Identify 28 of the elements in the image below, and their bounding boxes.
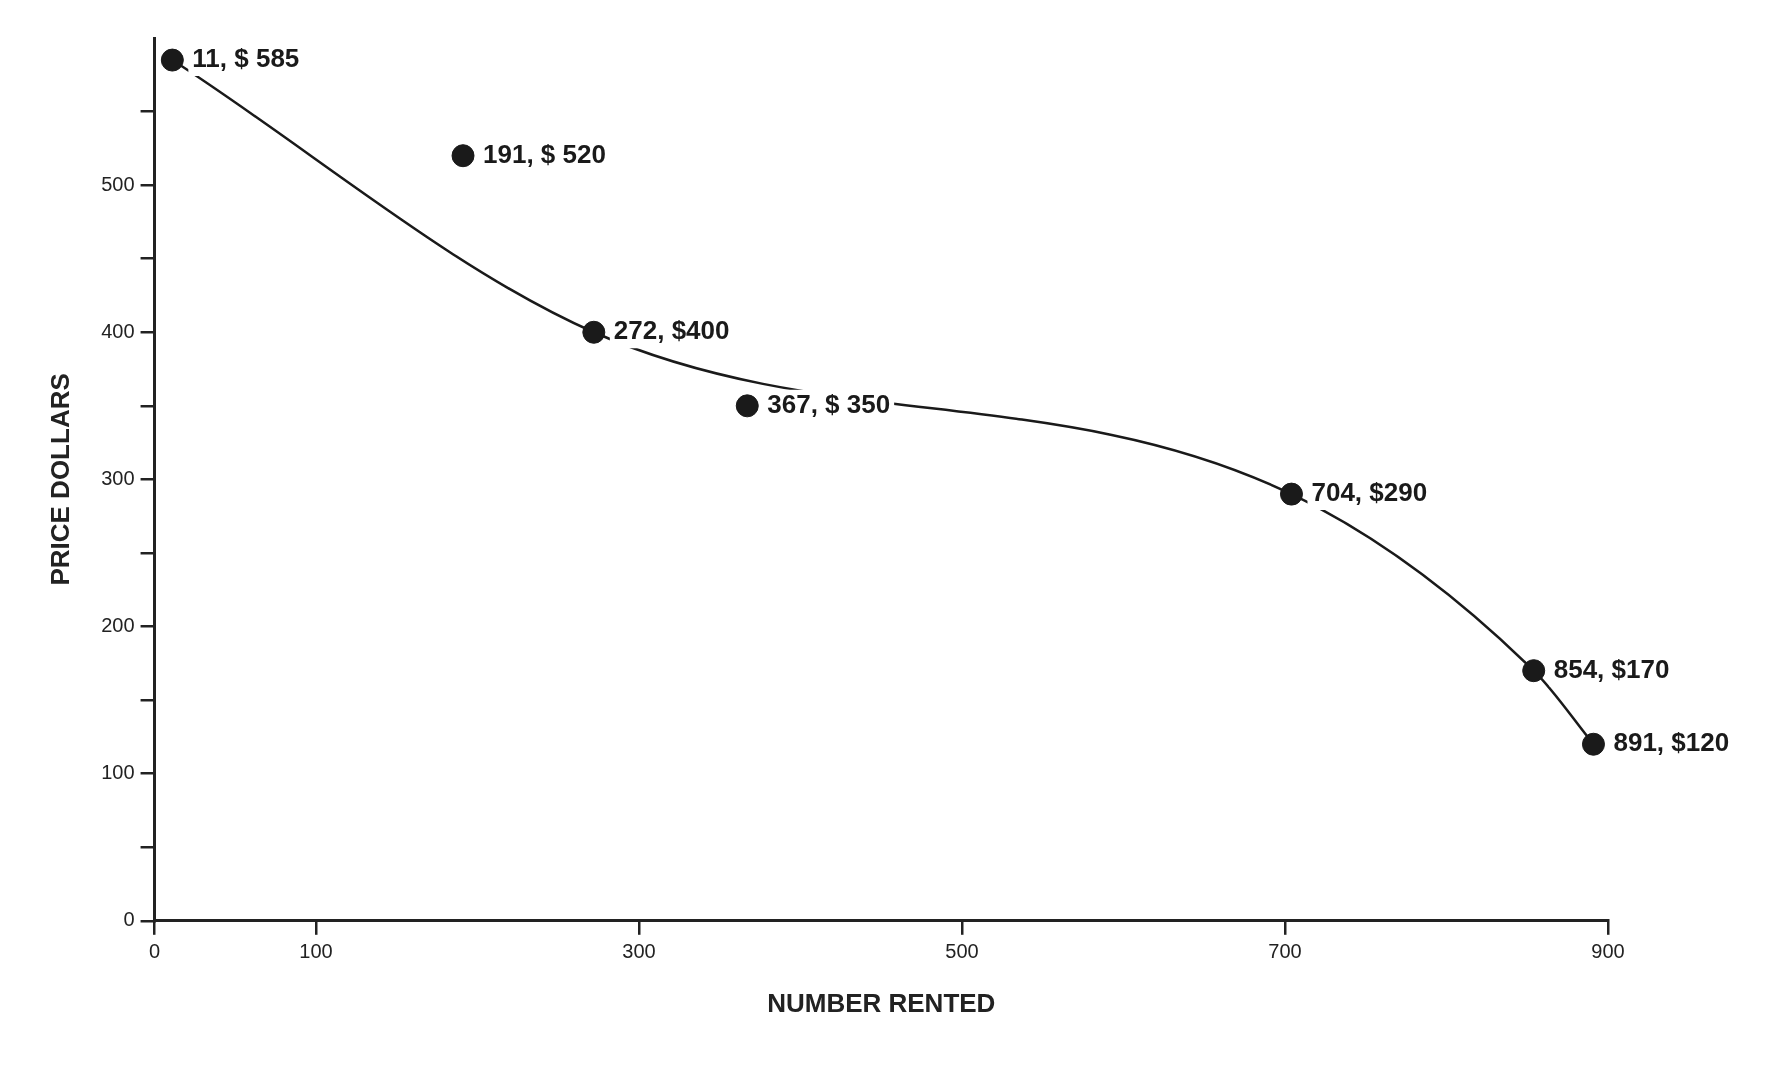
x-tick-label: 100	[299, 940, 333, 963]
data-label: 272, $400	[613, 315, 730, 346]
y-tick-label: 300	[101, 466, 135, 489]
data-label: 704, $290	[1311, 477, 1428, 508]
point	[160, 48, 184, 72]
x-axis-title: NUMBER RENTED	[767, 987, 996, 1018]
x-tick-label: 900	[1591, 940, 1625, 963]
y-tick-label: 500	[101, 172, 135, 195]
point	[735, 394, 759, 418]
point	[451, 144, 475, 168]
y-tick-label: 200	[101, 614, 135, 637]
point	[1581, 732, 1605, 756]
point	[582, 320, 606, 344]
y-tick-label: 100	[101, 761, 135, 784]
x-tick-label: 700	[1268, 940, 1302, 963]
data-label: 191, $ 520	[483, 138, 606, 169]
y-tick-label: 400	[101, 319, 135, 342]
point	[1279, 482, 1303, 506]
x-tick-label: 500	[945, 940, 979, 963]
data-label: 367, $ 350	[767, 389, 891, 420]
data-label: 11, $ 585	[192, 43, 300, 74]
y-axis-title: PRICE DOLLARS	[44, 373, 75, 586]
x-tick-label: 300	[622, 940, 656, 963]
x-tick-label: 0	[149, 940, 161, 963]
y-tick-label: 0	[123, 908, 135, 931]
data-label: 891, $120	[1613, 727, 1730, 758]
data-label: 854, $170	[1553, 653, 1670, 684]
point	[1522, 659, 1546, 683]
